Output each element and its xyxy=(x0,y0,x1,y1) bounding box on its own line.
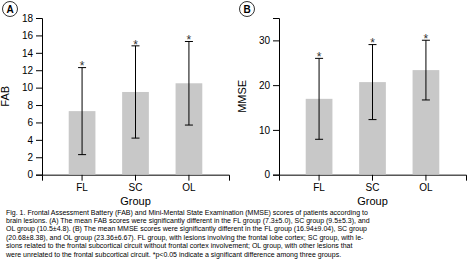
y-tick: 0 xyxy=(264,169,279,180)
y-tick-mark xyxy=(36,35,42,36)
y-tick-mark xyxy=(273,85,279,86)
x-tick-label: FL xyxy=(76,182,88,193)
error-bar xyxy=(422,40,430,100)
x-tick-mark xyxy=(425,175,426,181)
panel: 0 2 4 6 8 10 12 14 16 18 FL SC OL * * * FAB Group A xyxy=(0,2,230,207)
annotations: * * * xyxy=(317,32,429,64)
y-tick-label: 6 xyxy=(27,117,33,128)
plot-area xyxy=(306,40,440,174)
y-tick-label: 30 xyxy=(259,35,271,46)
error-bar xyxy=(368,45,376,120)
y-axis: 0 2 4 6 8 10 12 14 16 18 xyxy=(22,13,43,181)
y-axis-line xyxy=(273,19,280,176)
x-tick: FL xyxy=(313,175,325,193)
plot-area xyxy=(69,41,203,174)
y-tick: 20 xyxy=(259,80,279,91)
y-tick: 6 xyxy=(27,117,42,128)
y-tick-label: 2 xyxy=(27,152,33,163)
panel-title: A xyxy=(6,4,13,15)
x-tick-label: SC xyxy=(129,182,143,193)
y-tick: 2 xyxy=(27,152,42,163)
y-tick: 16 xyxy=(22,30,42,41)
y-tick: 10 xyxy=(22,82,42,93)
panel: 0 10 20 30 FL SC OL * * * MMSE Group B xyxy=(236,2,467,207)
y-tick-label: 0 xyxy=(27,169,33,180)
y-tick: 10 xyxy=(259,125,279,136)
x-axis-title: Group xyxy=(357,195,388,207)
panel-label: A xyxy=(3,2,18,17)
x-tick-mark xyxy=(82,175,83,181)
y-tick: 0 xyxy=(27,169,42,180)
panel-title: B xyxy=(243,4,250,15)
error-bar xyxy=(131,46,139,138)
annotations: * * * xyxy=(80,33,192,73)
y-axis-title: MMSE xyxy=(236,80,248,113)
y-tick-label: 0 xyxy=(264,169,270,180)
y-tick-mark xyxy=(36,53,42,54)
y-tick-mark xyxy=(36,88,42,89)
chart-container: 0 2 4 6 8 10 12 14 16 18 FL SC OL * * * FAB Group A 0 10 20 30… xyxy=(0,0,474,209)
x-tick: SC xyxy=(129,175,143,193)
x-tick-mark xyxy=(188,175,189,181)
y-tick: 14 xyxy=(22,48,42,59)
significance-marker: * xyxy=(370,36,375,50)
x-tick-label: OL xyxy=(182,182,196,193)
x-tick-label: OL xyxy=(419,182,433,193)
error-bar xyxy=(78,68,86,155)
x-tick-mark xyxy=(319,175,320,181)
significance-marker: * xyxy=(80,59,85,73)
x-tick-label: FL xyxy=(313,182,325,193)
y-tick-mark xyxy=(273,175,279,176)
y-tick-mark xyxy=(36,70,42,71)
y-tick-label: 8 xyxy=(27,100,33,111)
y-tick: 8 xyxy=(27,100,42,111)
y-axis-title: FAB xyxy=(0,86,11,107)
y-tick-mark xyxy=(36,157,42,158)
y-tick: 12 xyxy=(22,65,42,76)
y-tick-mark xyxy=(36,140,42,141)
y-axis: 0 10 20 30 xyxy=(259,19,280,181)
panel-label-circle xyxy=(3,2,18,17)
y-axis-line xyxy=(36,19,43,176)
significance-marker: * xyxy=(133,38,138,52)
y-tick-label: 10 xyxy=(22,82,34,93)
y-tick-label: 18 xyxy=(22,13,34,24)
y-tick-label: 20 xyxy=(259,80,271,91)
y-tick: 18 xyxy=(22,13,42,24)
y-tick-mark xyxy=(36,122,42,123)
x-axis-line xyxy=(43,175,230,181)
panel-label: B xyxy=(240,2,255,17)
y-tick-mark xyxy=(273,130,279,131)
x-axis-line xyxy=(280,175,467,181)
y-tick-label: 10 xyxy=(259,125,271,136)
y-tick-mark xyxy=(36,175,42,176)
y-tick-label: 4 xyxy=(27,135,33,146)
x-tick: OL xyxy=(182,175,196,193)
x-tick-mark xyxy=(372,175,373,181)
x-tick: OL xyxy=(419,175,433,193)
x-axis-title: Group xyxy=(120,195,151,207)
error-bar xyxy=(315,58,323,139)
x-tick: SC xyxy=(366,175,380,193)
y-tick-mark xyxy=(36,18,42,19)
y-tick-mark xyxy=(36,105,42,106)
x-axis: FL SC OL xyxy=(280,175,467,193)
y-tick-mark xyxy=(273,40,279,41)
y-tick: 30 xyxy=(259,35,279,46)
significance-marker: * xyxy=(424,32,429,46)
chart-svg: 0 2 4 6 8 10 12 14 16 18 FL SC OL * * * FAB Group A 0 10 20 30… xyxy=(0,0,474,209)
significance-marker: * xyxy=(317,50,322,64)
y-tick-label: 12 xyxy=(22,65,34,76)
significance-marker: * xyxy=(187,33,192,47)
x-tick-mark xyxy=(135,175,136,181)
caption: Fig. 1. Frontal Assessment Battery (FAB)… xyxy=(0,209,474,259)
y-tick-label: 14 xyxy=(22,48,34,59)
x-tick: FL xyxy=(76,175,88,193)
y-tick-label: 16 xyxy=(22,30,34,41)
panel-label-circle xyxy=(240,2,255,17)
y-tick: 4 xyxy=(27,135,42,146)
x-axis: FL SC OL xyxy=(43,175,230,193)
error-bar xyxy=(185,41,193,125)
x-tick-label: SC xyxy=(366,182,380,193)
